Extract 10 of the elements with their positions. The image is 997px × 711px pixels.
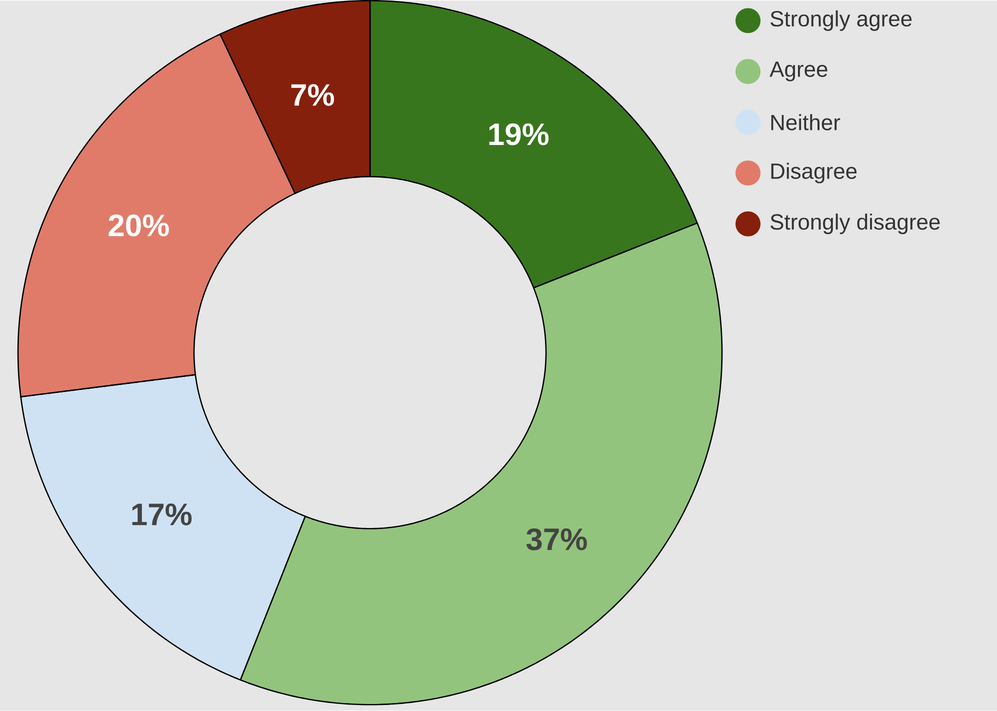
legend-label: Strongly agree [770, 10, 912, 32]
legend-label: Agree [770, 62, 828, 82]
legend-label: Disagree [771, 162, 857, 184]
data-label: 19% [489, 123, 549, 146]
data-label: 20% [108, 214, 169, 237]
data-label: 37% [526, 528, 587, 550]
legend-label: Strongly disagree [770, 214, 940, 234]
data-label: 17% [132, 504, 192, 526]
legend-label: Neither [771, 114, 840, 130]
data-label: 7% [291, 84, 334, 106]
